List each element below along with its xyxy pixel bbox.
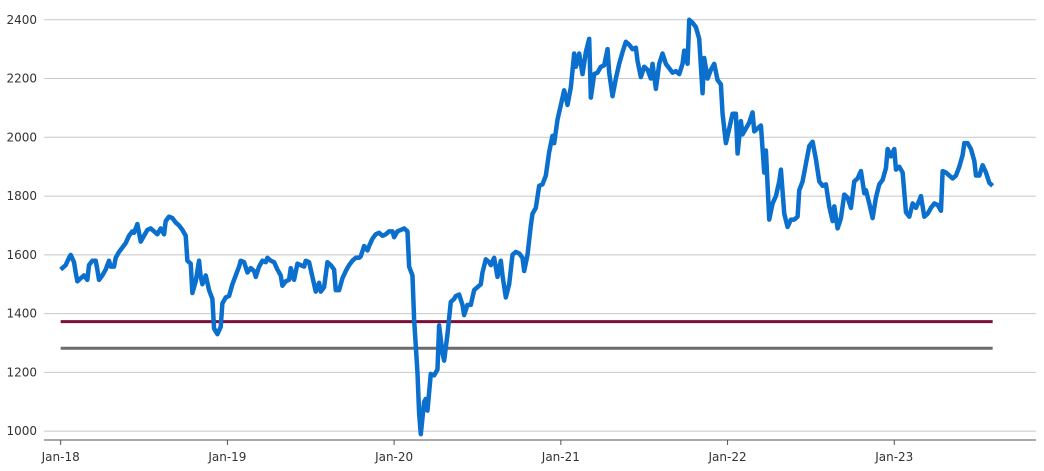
x-tick-label: Jan-19	[207, 450, 246, 464]
y-tick-label: 1000	[6, 424, 37, 438]
grid-lines	[44, 19, 1036, 432]
x-tick-label: Jan-22	[708, 450, 747, 464]
y-tick-label: 1200	[6, 365, 37, 379]
x-axis-tick-labels: Jan-18 Jan-19 Jan-20 Jan-21 Jan-22 Jan-23	[41, 450, 914, 464]
y-tick-label: 1800	[6, 189, 37, 203]
x-tick-label: Jan-20	[374, 450, 413, 464]
y-tick-label: 2200	[6, 72, 37, 86]
y-tick-label: 1600	[6, 248, 37, 262]
x-tick-label: Jan-23	[874, 450, 913, 464]
y-axis-tick-labels: 1000 1200 1400 1600 1800 2000 2200 2400	[6, 13, 37, 438]
x-axis	[44, 439, 1036, 445]
y-tick-label: 1400	[6, 307, 37, 321]
x-tick-label: Jan-18	[41, 450, 80, 464]
x-tick-label: Jan-21	[541, 450, 580, 464]
y-tick-label: 2400	[6, 13, 37, 27]
series-group	[59, 17, 995, 437]
y-tick-label: 2000	[6, 130, 37, 144]
series-line-main	[59, 17, 995, 437]
